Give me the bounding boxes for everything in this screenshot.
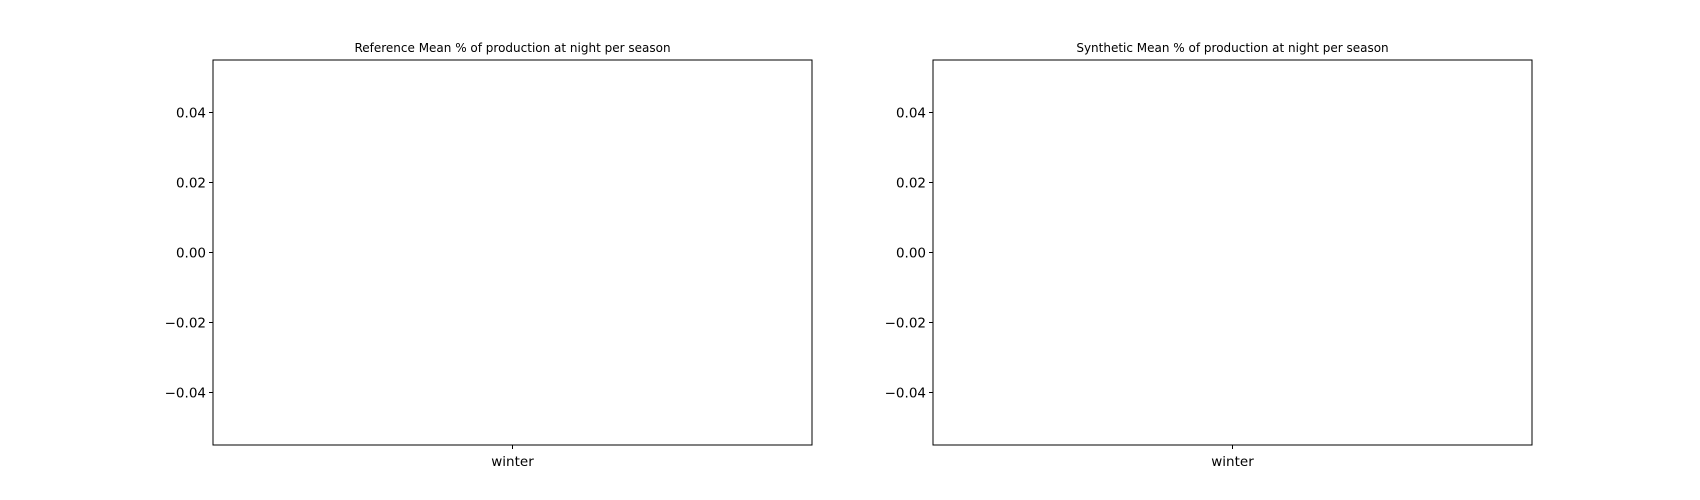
synthetic-axes-frame <box>932 59 1533 446</box>
reference-axes-frame <box>212 59 813 446</box>
reference-ytick-label: 0.00 <box>176 246 206 262</box>
synthetic-chart-panel: Synthetic Mean % of production at night … <box>885 41 1533 470</box>
synthetic-xtick-label: winter <box>1211 454 1254 470</box>
reference-ytick-label: −0.02 <box>165 316 206 332</box>
synthetic-ytick-label: 0.02 <box>896 176 926 192</box>
reference-ytick-label: −0.04 <box>165 386 206 402</box>
reference-xtick-label: winter <box>491 454 534 470</box>
synthetic-ytick-label: 0.00 <box>896 246 926 262</box>
reference-ytick-label: 0.02 <box>176 176 206 192</box>
reference-ytick-label: 0.04 <box>176 106 206 122</box>
reference-chart-title: Reference Mean % of production at night … <box>354 41 670 55</box>
synthetic-ytick-label: −0.04 <box>885 386 926 402</box>
synthetic-ytick-label: 0.04 <box>896 106 926 122</box>
synthetic-chart-title: Synthetic Mean % of production at night … <box>1076 41 1388 55</box>
reference-chart-panel: Reference Mean % of production at night … <box>165 41 813 470</box>
synthetic-ytick-label: −0.02 <box>885 316 926 332</box>
